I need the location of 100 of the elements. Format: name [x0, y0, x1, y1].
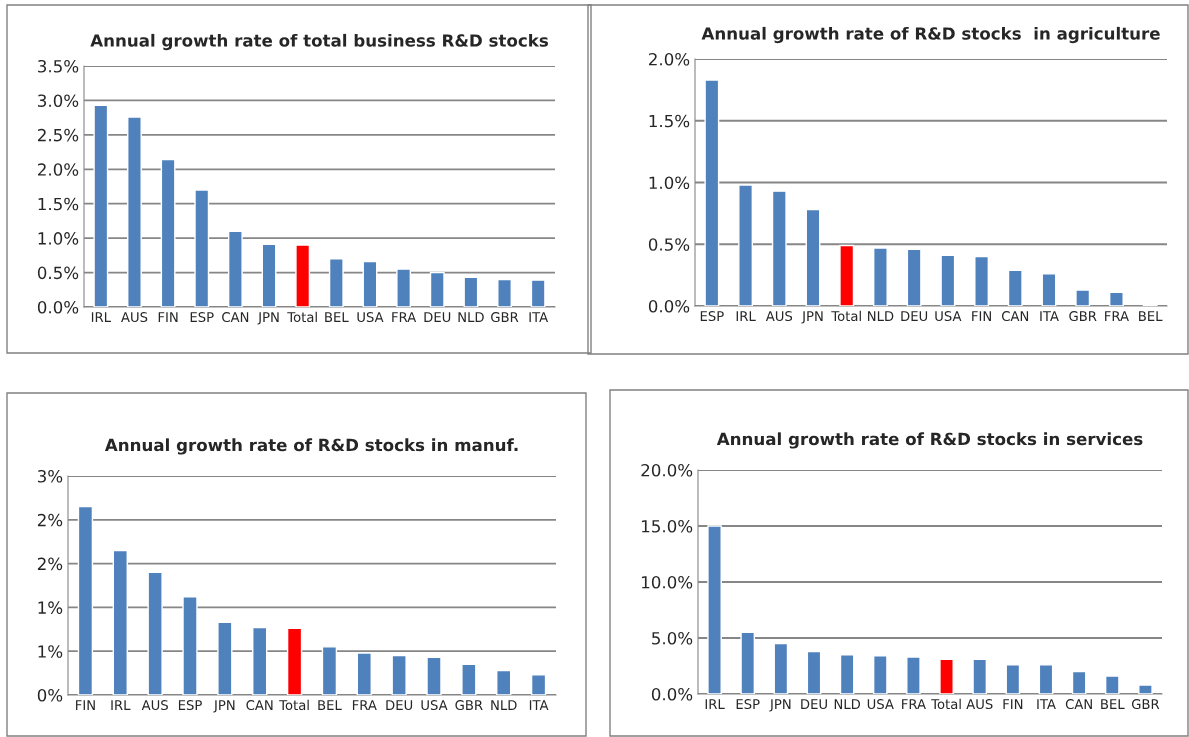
- bar: [1104, 675, 1120, 694]
- x-tick-label: Total: [279, 699, 309, 711]
- x-tick-label: BEL: [325, 312, 349, 322]
- bar: [1007, 269, 1023, 306]
- x-tick-label: IRL: [111, 700, 131, 710]
- x-tick-label: IRL: [736, 311, 756, 321]
- bar: [940, 254, 956, 306]
- bar: [194, 189, 210, 307]
- chart-title: Annual growth rate of R&D stocks in manuf.: [104, 438, 518, 455]
- bar: [147, 571, 163, 695]
- x-tick-label: ITA: [1040, 311, 1059, 321]
- bar: [939, 658, 954, 694]
- y-tick-label: 1%: [38, 601, 63, 614]
- bar: [906, 248, 922, 306]
- x-tick-label: NLD: [868, 311, 894, 321]
- x-tick-label: ITA: [1037, 699, 1056, 709]
- y-tick-label: 2%: [37, 557, 63, 571]
- y-tick-label: 1.0%: [649, 176, 690, 190]
- x-tick-label: DEU: [386, 700, 413, 711]
- x-tick-label: USA: [357, 312, 384, 323]
- bar: [872, 247, 888, 306]
- x-tick-label: JPN: [257, 312, 279, 325]
- x-tick-label: AUS: [121, 312, 148, 323]
- bar: [707, 525, 722, 694]
- bar: [461, 663, 477, 695]
- x-tick-label: FRA: [1105, 311, 1129, 321]
- x-tick-label: GBR: [1131, 699, 1160, 710]
- x-tick-label: DEU: [901, 311, 928, 322]
- bar: [530, 279, 546, 307]
- y-tick-label: 0.5%: [648, 238, 690, 251]
- bar: [93, 104, 109, 307]
- bar: [738, 184, 754, 306]
- x-tick-label: AUS: [141, 700, 168, 711]
- bar: [429, 271, 445, 307]
- x-tick-label: USA: [867, 699, 894, 710]
- bar: [773, 642, 789, 694]
- x-tick-label: IRL: [91, 312, 111, 322]
- bar: [217, 621, 233, 695]
- x-tick-label: AUS: [765, 311, 793, 322]
- x-tick-label: FIN: [972, 311, 991, 321]
- x-tick-label: ESP: [178, 700, 202, 711]
- bar: [295, 244, 311, 307]
- x-tick-label: CAN: [1065, 699, 1092, 710]
- y-tick-label: 2.0%: [649, 52, 690, 66]
- bar: [497, 278, 512, 307]
- bar: [771, 190, 787, 306]
- bar: [839, 654, 855, 694]
- bar: [328, 258, 344, 307]
- bar: [321, 646, 338, 695]
- bar: [463, 276, 479, 307]
- chart-title: Annual growth rate of R&D stocks in agriculture: [701, 26, 1160, 44]
- x-tick-label: ESP: [736, 699, 760, 710]
- x-tick-label: IRL: [705, 699, 725, 709]
- x-tick-label: USA: [935, 311, 962, 322]
- x-tick-label: FRA: [392, 312, 417, 322]
- bar: [127, 116, 142, 307]
- x-tick-label: ITA: [529, 312, 549, 322]
- y-tick-label: 0.0%: [648, 299, 690, 313]
- x-tick-label: USA: [421, 700, 448, 711]
- y-tick-label: 0.5%: [37, 266, 79, 280]
- bar: [396, 268, 412, 307]
- bar: [839, 244, 855, 306]
- bar: [1038, 664, 1054, 694]
- y-tick-label: 3%: [37, 469, 63, 483]
- x-tick-label: FRA: [902, 699, 926, 709]
- y-tick-label: 3.0%: [38, 94, 79, 107]
- y-tick-label: 2.0%: [38, 163, 79, 176]
- y-tick-label: 15.0%: [642, 519, 693, 533]
- bar: [1075, 289, 1091, 306]
- bar: [252, 626, 268, 695]
- bar: [261, 243, 277, 307]
- x-tick-label: NLD: [834, 699, 861, 709]
- x-tick-label: FIN: [158, 312, 178, 322]
- y-tick-label: 0.0%: [37, 300, 79, 314]
- y-tick-label: 1%: [38, 645, 63, 658]
- x-tick-label: GBR: [1069, 311, 1097, 322]
- bar: [1138, 684, 1153, 694]
- x-tick-label: Total: [287, 311, 317, 323]
- bar: [906, 656, 921, 694]
- chart-title: Annual growth rate of total business R&D stocks: [90, 33, 548, 51]
- bar: [362, 260, 378, 307]
- x-tick-label: BEL: [1139, 311, 1163, 321]
- y-tick-label: 2%: [37, 513, 63, 527]
- bar: [740, 631, 756, 694]
- y-tick-label: 0%: [37, 688, 63, 702]
- bar: [1108, 291, 1124, 306]
- bar: [426, 656, 442, 695]
- bar: [286, 627, 303, 695]
- x-tick-label: GBR: [491, 312, 519, 323]
- x-tick-label: DEU: [424, 312, 451, 323]
- y-tick-label: 1.5%: [38, 197, 79, 211]
- x-tick-label: AUS: [966, 699, 993, 710]
- x-tick-label: Total: [931, 698, 961, 710]
- bar: [112, 549, 128, 695]
- x-tick-label: JPN: [801, 311, 823, 324]
- x-tick-label: FIN: [1003, 699, 1023, 709]
- bar: [182, 596, 198, 695]
- bar: [872, 655, 888, 694]
- x-tick-label: CAN: [246, 700, 273, 711]
- bar: [77, 505, 94, 695]
